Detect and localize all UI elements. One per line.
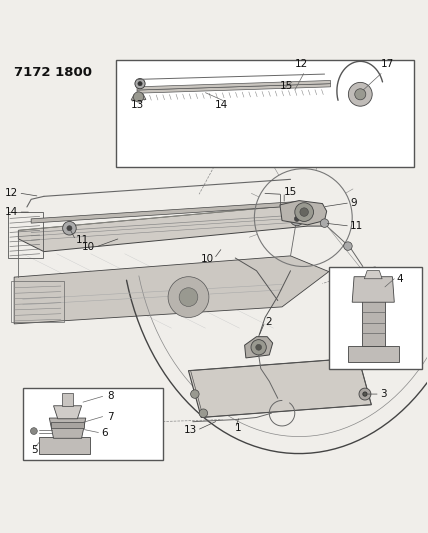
Text: 6: 6 xyxy=(101,427,108,438)
Polygon shape xyxy=(18,205,324,252)
Text: 13: 13 xyxy=(131,100,144,110)
Circle shape xyxy=(135,78,145,89)
Text: 17: 17 xyxy=(381,59,394,69)
Bar xyxy=(329,266,422,368)
Polygon shape xyxy=(131,94,146,100)
Polygon shape xyxy=(245,337,273,358)
Circle shape xyxy=(179,288,198,306)
Text: 11: 11 xyxy=(350,221,363,231)
Text: 9: 9 xyxy=(350,198,357,208)
Text: 8: 8 xyxy=(107,391,113,401)
Circle shape xyxy=(251,340,266,355)
Circle shape xyxy=(168,277,209,318)
Circle shape xyxy=(138,82,142,86)
Circle shape xyxy=(190,390,199,398)
Polygon shape xyxy=(137,84,330,93)
Polygon shape xyxy=(49,418,86,438)
Text: 7: 7 xyxy=(107,411,113,422)
Circle shape xyxy=(67,225,72,231)
Text: 15: 15 xyxy=(284,187,297,197)
Polygon shape xyxy=(348,346,399,362)
Polygon shape xyxy=(352,277,394,302)
Circle shape xyxy=(344,242,352,251)
Text: 13: 13 xyxy=(184,425,197,435)
Bar xyxy=(23,387,163,460)
Bar xyxy=(8,212,43,258)
Text: 12: 12 xyxy=(5,188,18,198)
Polygon shape xyxy=(39,437,90,454)
Circle shape xyxy=(320,219,329,228)
Text: 14: 14 xyxy=(5,207,18,217)
Polygon shape xyxy=(188,358,372,417)
Text: 11: 11 xyxy=(76,235,89,245)
Text: 4: 4 xyxy=(396,274,403,284)
Circle shape xyxy=(300,208,309,216)
Polygon shape xyxy=(280,200,327,225)
Polygon shape xyxy=(51,422,84,428)
Circle shape xyxy=(134,92,144,102)
Polygon shape xyxy=(137,80,330,90)
Text: 1: 1 xyxy=(235,423,242,433)
Circle shape xyxy=(62,221,76,235)
Polygon shape xyxy=(31,201,299,223)
Circle shape xyxy=(199,409,208,417)
Circle shape xyxy=(295,203,313,221)
Bar xyxy=(11,281,64,322)
Text: 10: 10 xyxy=(82,243,95,252)
Text: 5: 5 xyxy=(31,445,38,455)
Circle shape xyxy=(359,388,371,400)
Bar xyxy=(62,393,73,407)
Text: 10: 10 xyxy=(201,254,214,264)
Circle shape xyxy=(256,344,262,350)
Text: 15: 15 xyxy=(280,82,293,91)
Circle shape xyxy=(30,427,37,434)
Text: 7172 1800: 7172 1800 xyxy=(14,66,92,79)
Polygon shape xyxy=(14,256,329,324)
Text: 14: 14 xyxy=(214,100,228,110)
Bar xyxy=(116,60,414,167)
Circle shape xyxy=(363,392,367,396)
Polygon shape xyxy=(54,406,82,419)
Text: 12: 12 xyxy=(295,59,308,69)
Text: 2: 2 xyxy=(265,317,272,327)
Text: 3: 3 xyxy=(380,389,386,399)
Polygon shape xyxy=(362,299,385,346)
Circle shape xyxy=(294,216,300,221)
Circle shape xyxy=(355,89,366,100)
Circle shape xyxy=(348,83,372,106)
Circle shape xyxy=(290,212,304,225)
Polygon shape xyxy=(364,271,382,279)
